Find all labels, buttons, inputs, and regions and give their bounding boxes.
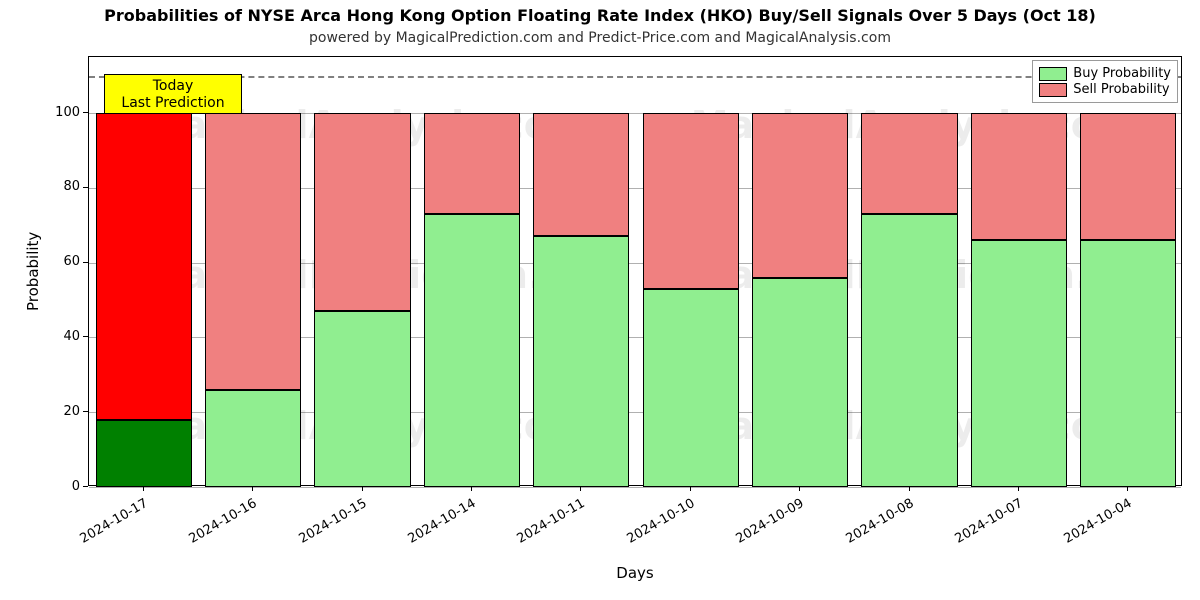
bar-buy [96, 420, 192, 487]
bar-buy [424, 214, 520, 487]
x-tick-mark [471, 486, 472, 491]
bar-sell [424, 113, 520, 214]
bar-sell [533, 113, 629, 236]
bar-sell [205, 113, 301, 390]
legend-swatch-buy [1039, 67, 1067, 81]
legend-swatch-sell [1039, 83, 1067, 97]
x-tick-label: 2024-10-15 [275, 496, 369, 559]
x-tick-mark [690, 486, 691, 491]
bar-sell [861, 113, 957, 214]
x-tick-label: 2024-10-17 [56, 496, 150, 559]
bar-buy [643, 289, 739, 487]
chart-title: Probabilities of NYSE Arca Hong Kong Opt… [0, 6, 1200, 25]
bar-buy [861, 214, 957, 487]
y-axis-label: Probability [24, 232, 42, 311]
x-tick-label: 2024-10-16 [165, 496, 259, 559]
x-tick-mark [909, 486, 910, 491]
y-tick-mark [83, 112, 88, 113]
bar-sell [971, 113, 1067, 240]
x-tick-label: 2024-10-10 [603, 496, 697, 559]
y-tick-label: 100 [40, 105, 80, 120]
today-annotation-line1: Today [105, 78, 241, 95]
y-tick-label: 40 [40, 329, 80, 344]
bar-sell [643, 113, 739, 289]
x-tick-mark [1127, 486, 1128, 491]
x-tick-label: 2024-10-11 [494, 496, 588, 559]
bar-buy [314, 311, 410, 487]
bar-buy [752, 278, 848, 487]
x-tick-label: 2024-10-08 [822, 496, 916, 559]
legend-item-sell: Sell Probability [1039, 82, 1171, 97]
y-tick-mark [83, 262, 88, 263]
y-tick-label: 20 [40, 404, 80, 419]
x-tick-mark [362, 486, 363, 491]
today-annotation-line2: Last Prediction [105, 95, 241, 112]
y-tick-label: 60 [40, 254, 80, 269]
chart-subtitle: powered by MagicalPrediction.com and Pre… [0, 30, 1200, 46]
bar-buy [205, 390, 301, 487]
plot-area: MagicalAnalysis.comMagicalAnalysis.comMa… [88, 56, 1182, 486]
x-axis-label: Days [88, 564, 1182, 582]
y-tick-mark [83, 486, 88, 487]
y-tick-mark [83, 187, 88, 188]
bar-sell [96, 113, 192, 420]
legend-label-buy: Buy Probability [1073, 66, 1171, 81]
x-tick-label: 2024-10-07 [931, 496, 1025, 559]
x-tick-mark [252, 486, 253, 491]
y-tick-mark [83, 411, 88, 412]
x-tick-label: 2024-10-09 [712, 496, 806, 559]
legend-item-buy: Buy Probability [1039, 66, 1171, 81]
probability-chart: Probabilities of NYSE Arca Hong Kong Opt… [0, 0, 1200, 600]
bar-sell [752, 113, 848, 278]
x-tick-label: 2024-10-14 [384, 496, 478, 559]
legend: Buy Probability Sell Probability [1032, 60, 1178, 103]
bar-sell [314, 113, 410, 311]
today-annotation: Today Last Prediction [104, 74, 242, 114]
legend-label-sell: Sell Probability [1073, 82, 1169, 97]
bar-buy [533, 236, 629, 487]
y-tick-mark [83, 336, 88, 337]
y-tick-label: 0 [40, 479, 80, 494]
y-tick-label: 80 [40, 179, 80, 194]
x-tick-mark [1018, 486, 1019, 491]
x-tick-label: 2024-10-04 [1041, 496, 1135, 559]
x-tick-mark [799, 486, 800, 491]
dashed-reference-line [89, 76, 1181, 78]
bar-sell [1080, 113, 1176, 240]
bar-buy [1080, 240, 1176, 487]
bar-buy [971, 240, 1067, 487]
x-tick-mark [580, 486, 581, 491]
x-tick-mark [143, 486, 144, 491]
